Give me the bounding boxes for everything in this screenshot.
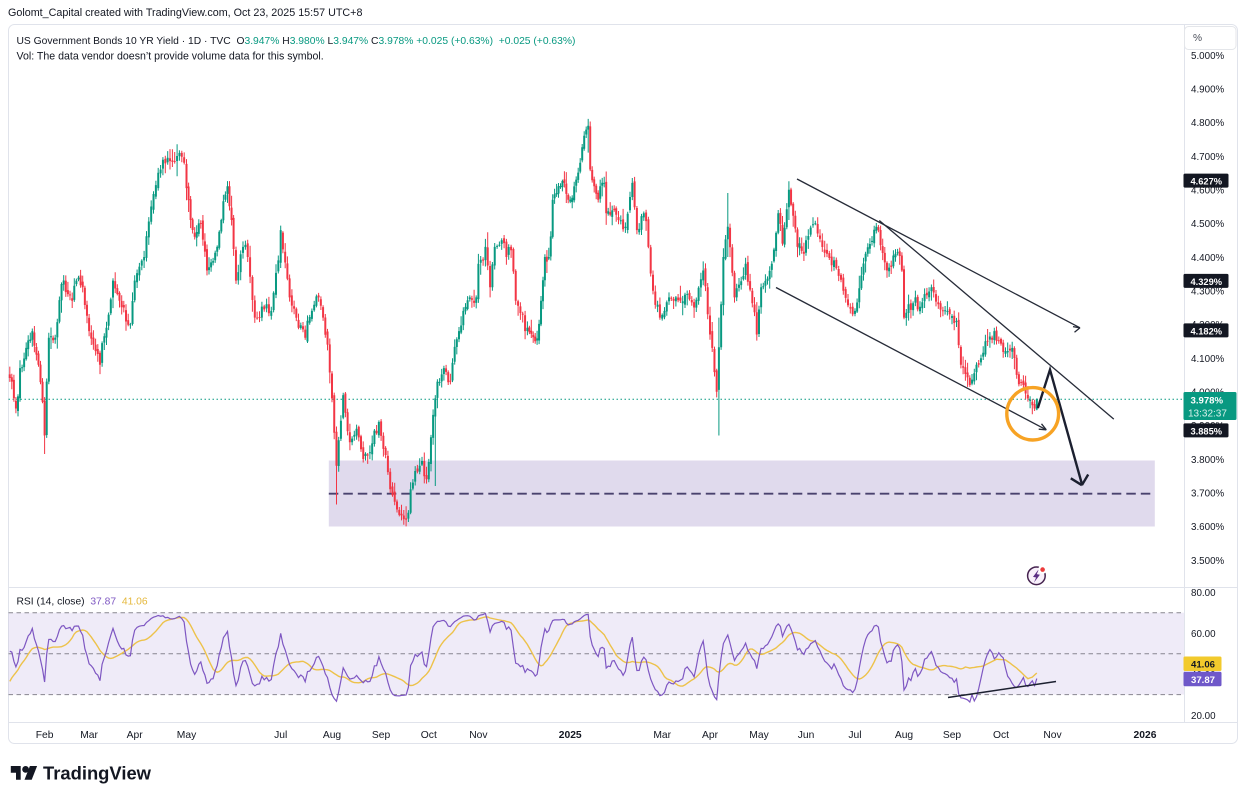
svg-text:5.000%: 5.000% [1191,51,1225,62]
svg-text:Sep: Sep [943,730,962,741]
svg-text:3.978%: 3.978% [1191,396,1224,407]
svg-text:3.600%: 3.600% [1191,522,1225,533]
svg-text:Nov: Nov [1043,730,1062,741]
svg-text:Apr: Apr [127,730,144,741]
svg-text:Vol: The data vendor doesn’t p: Vol: The data vendor doesn’t provide vol… [17,51,324,63]
svg-text:13:32:37: 13:32:37 [1188,409,1227,420]
svg-text:Aug: Aug [323,730,342,741]
svg-text:May: May [177,730,197,741]
svg-text:RSI (14, close) 37.87 41.06: RSI (14, close) 37.87 41.06 [17,597,148,608]
svg-text:Golomt_Capital created with Tr: Golomt_Capital created with TradingView.… [8,7,362,19]
svg-text:3.500%: 3.500% [1191,556,1225,567]
svg-text:4.100%: 4.100% [1191,354,1225,365]
svg-text:80.00: 80.00 [1191,588,1216,599]
svg-text:3.885%: 3.885% [1191,426,1223,436]
svg-text:Feb: Feb [36,730,54,741]
svg-text:4.600%: 4.600% [1191,186,1225,197]
svg-text:2025: 2025 [559,730,582,741]
svg-text:60.00: 60.00 [1191,629,1216,640]
svg-text:Jul: Jul [848,730,861,741]
svg-text:4.800%: 4.800% [1191,118,1225,129]
svg-text:Aug: Aug [895,730,914,741]
svg-text:Oct: Oct [421,730,437,741]
svg-text:41.06: 41.06 [1191,660,1215,671]
svg-text:2026: 2026 [1134,730,1157,741]
svg-text:4.182%: 4.182% [1191,326,1223,336]
svg-text:4.700%: 4.700% [1191,152,1225,163]
svg-text:4.627%: 4.627% [1191,177,1223,187]
svg-text:Jun: Jun [798,730,815,741]
svg-text:3.800%: 3.800% [1191,455,1225,466]
svg-text:%: % [1193,33,1202,44]
svg-text:US Government Bonds 10 YR Yiel: US Government Bonds 10 YR Yield · 1D · T… [17,36,576,47]
svg-text:4.900%: 4.900% [1191,85,1225,96]
svg-text:Jul: Jul [274,730,287,741]
svg-text:4.400%: 4.400% [1191,253,1225,264]
svg-text:May: May [749,730,769,741]
svg-text:Nov: Nov [469,730,488,741]
svg-text:Oct: Oct [993,730,1009,741]
svg-text:4.300%: 4.300% [1191,287,1225,298]
svg-text:TradingView: TradingView [43,763,152,784]
svg-text:20.00: 20.00 [1191,711,1216,722]
svg-text:Mar: Mar [80,730,98,741]
svg-text:4.329%: 4.329% [1191,277,1223,287]
svg-text:Sep: Sep [372,730,391,741]
svg-text:Mar: Mar [653,730,671,741]
svg-text:37.87: 37.87 [1191,675,1215,686]
svg-text:Apr: Apr [702,730,719,741]
svg-text:4.500%: 4.500% [1191,219,1225,230]
svg-text:3.700%: 3.700% [1191,489,1225,500]
